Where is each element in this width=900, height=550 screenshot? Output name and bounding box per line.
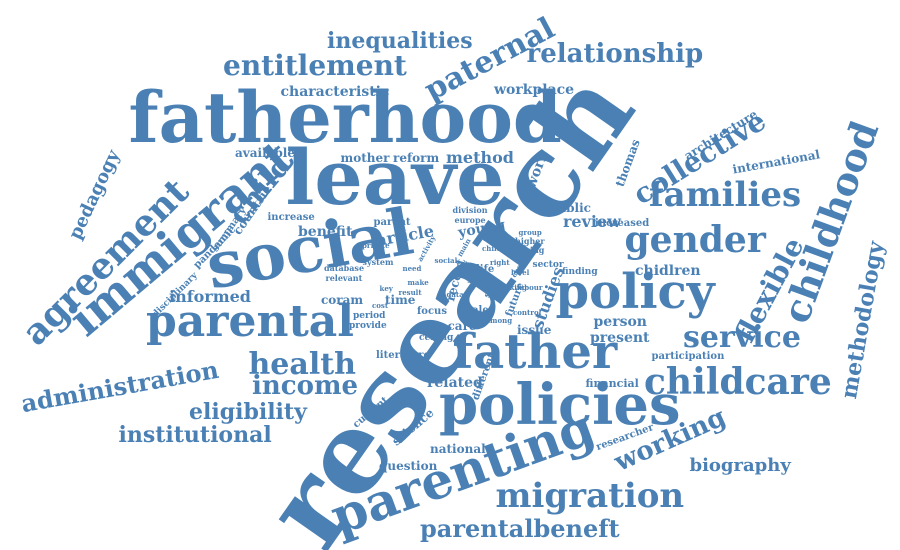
word-question: question [379, 459, 438, 473]
word-parentalbeneft: parentalbeneft [420, 514, 620, 543]
word-method: method [446, 148, 514, 167]
word-public: public [549, 201, 591, 215]
word-eligibility: eligibility [189, 399, 307, 425]
word-focus: focus [417, 306, 447, 317]
word-need: need [402, 263, 422, 273]
word-migration: migration [495, 476, 685, 516]
word-inequalities: inequalities [327, 28, 473, 54]
word-informed: informed [169, 287, 251, 306]
word-international: international [731, 147, 821, 177]
word-role: role [456, 259, 472, 269]
word-control: control [513, 307, 542, 317]
word-result: result [398, 287, 422, 297]
word-biography: biography [689, 455, 791, 476]
word-care: care [447, 319, 477, 333]
word-labour: labour [517, 282, 543, 292]
word-leave: leave [285, 133, 505, 222]
word-private: private [362, 240, 390, 250]
word-finding: finding [562, 266, 598, 277]
word-male: male [461, 305, 489, 316]
word-database: database [324, 263, 365, 273]
word-gap: gap [467, 273, 484, 283]
word-group: group [518, 227, 542, 237]
word-time: time [385, 293, 416, 307]
word-making: making [497, 282, 527, 292]
word-characteristic: characteristic [280, 84, 390, 100]
word-service: service [683, 320, 801, 355]
word-europe: europe [454, 215, 486, 225]
word-relevant: relevant [325, 273, 363, 283]
word-level: level [511, 267, 530, 277]
word-reform: reform [393, 151, 440, 165]
word-period: period [353, 310, 386, 321]
word-participation: participation [651, 351, 725, 362]
word-related: related [427, 375, 483, 391]
word-parent: parent [373, 217, 411, 228]
word-right: right [490, 257, 510, 267]
word-social: social [434, 255, 458, 265]
word-benefit: benefit [298, 224, 353, 240]
word-childcare: childcare [644, 361, 832, 403]
word-division: division [452, 205, 488, 215]
word-coram: coram [321, 293, 364, 307]
word-mother: mother [340, 151, 390, 165]
word-increased: increased [595, 218, 650, 229]
word-financial: financial [585, 376, 639, 390]
word-life: life [476, 264, 495, 275]
word-taking: taking [515, 245, 545, 255]
word-among: among [485, 315, 513, 325]
word-present: present [590, 330, 650, 346]
word-make: make [407, 277, 429, 287]
word-ceiling: ceiling [419, 332, 454, 343]
word-parental: parental [146, 296, 354, 347]
word-increase: increase [267, 212, 315, 223]
word-workplace: workplace [494, 82, 575, 98]
word-available: available [235, 146, 295, 160]
word-father: father [452, 324, 618, 380]
word-institutional: institutional [118, 422, 272, 448]
word-chidlren: chidlren [635, 263, 701, 279]
word-families: families [649, 175, 802, 215]
word-issue: issue [517, 323, 552, 337]
word-methodology: methodology [835, 239, 889, 401]
word-national: national [430, 442, 486, 456]
word-health: health [248, 347, 356, 382]
word-low: low [483, 233, 497, 243]
word-relationship: relationship [526, 39, 704, 69]
word-fatherhood: fatherhood [128, 76, 562, 159]
word-review: review [563, 212, 621, 231]
word-entitlement: entitlement [223, 49, 407, 82]
word-person: person [593, 314, 647, 330]
word-cost: cost [372, 300, 389, 310]
word-higher: higher [515, 236, 545, 246]
word-system: system [362, 257, 394, 267]
word-gender: gender [624, 219, 766, 261]
word-data: data [446, 289, 464, 299]
word-uk: uk [495, 225, 505, 235]
word-policies: policies [439, 372, 681, 438]
word-literature: literature [376, 350, 430, 361]
word-child: child [482, 243, 502, 253]
word-sector: sector [532, 259, 564, 270]
word-provide: provide [349, 320, 387, 331]
word-policy: policy [555, 264, 715, 320]
word-key: key [379, 283, 393, 293]
word-income: income [252, 371, 359, 401]
